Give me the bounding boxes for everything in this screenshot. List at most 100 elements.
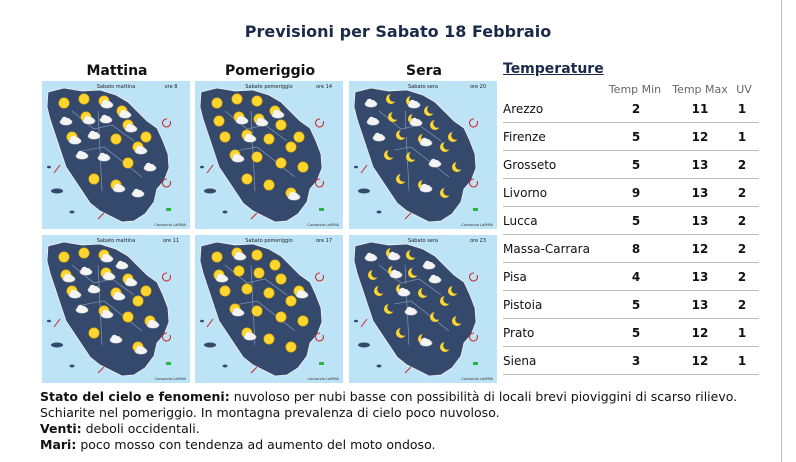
moon-icon (406, 151, 418, 162)
sun-icon (285, 141, 297, 153)
cloud-icon (109, 334, 123, 344)
column-header-mattina: Mattina (86, 63, 148, 79)
map-hour: ore 23 (470, 238, 486, 244)
map-hour: ore 8 (165, 84, 178, 90)
sun-icon (285, 341, 297, 353)
sun-icon (251, 249, 263, 261)
city-name: Firenze (503, 130, 546, 144)
cloud-icon (115, 260, 129, 270)
cloud-icon (428, 274, 442, 284)
city-name: Livorno (503, 186, 548, 200)
cloud-icon (131, 188, 145, 198)
cloud-sun-icon (253, 113, 269, 127)
cloud-sun-icon (293, 285, 309, 299)
sun-icon (140, 131, 152, 143)
map-sera-1[interactable]: Sabato sera ore 20 Consorzio LaMMA (349, 81, 497, 229)
moon-icon (396, 327, 408, 338)
cloud-sun-icon (229, 303, 245, 317)
cloud-sun-icon (122, 119, 138, 133)
sun-icon (58, 97, 70, 109)
cloud-icon (97, 152, 111, 162)
toscana-map: Sabato pomeriggio ore 14 Consorzio LaMMA (195, 81, 343, 229)
cloud-moon-icon (406, 95, 421, 109)
map-credit: Consorzio LaMMA (461, 377, 493, 381)
map-mattina-2[interactable]: Sabato mattina ore 11 Consorzio LaMMA (42, 235, 190, 383)
cloud-icon (87, 130, 101, 140)
page-title: Previsioni per Sabato 18 Febbraio (244, 22, 552, 41)
sea-line: Mari: poco mosso con tendenza ad aumento… (40, 437, 775, 453)
table-row: Lucca 5 13 2 (503, 207, 759, 235)
cloud-sun-icon (241, 327, 257, 341)
cloud-sun-icon (285, 187, 301, 201)
sun-icon (88, 173, 100, 185)
moon-icon (408, 267, 420, 278)
toscana-map: Sabato mattina ore 8 Consorzio LaMMA (42, 81, 190, 229)
cloud-sun-icon (98, 95, 114, 109)
moon-icon (368, 269, 380, 280)
sun-icon (269, 259, 281, 271)
cloud-sun-icon (66, 285, 82, 299)
sea-text: poco mosso con tendenza ad aumento del m… (80, 437, 436, 452)
cloud-icon (364, 98, 378, 108)
temp-min-value: 4 (631, 270, 641, 284)
cloud-sun-icon (231, 247, 247, 261)
cloud-sun-icon (98, 249, 114, 263)
sun-icon (219, 285, 231, 297)
cloud-moon-icon (418, 179, 433, 193)
sun-icon (140, 285, 152, 297)
sun-icon (110, 133, 122, 145)
city-name: Lucca (503, 214, 538, 228)
moon-icon (418, 287, 430, 298)
sun-icon (132, 295, 144, 307)
temp-max-value: 13 (691, 158, 709, 172)
map-credit: Consorzio LaMMA (154, 377, 186, 381)
map-label: Sabato mattina (97, 84, 136, 90)
cloud-moon-icon (418, 333, 433, 347)
cloud-sun-icon (110, 179, 126, 193)
forecast-text: Stato del cielo e fenomeni: nuvoloso per… (40, 389, 775, 453)
cloud-sun-icon (110, 287, 126, 301)
moon-icon (406, 249, 418, 260)
sun-icon (219, 131, 231, 143)
right-border (781, 0, 782, 462)
temp-max-value: 13 (691, 270, 709, 284)
moon-icon (384, 303, 396, 314)
map-mattina-1[interactable]: Sabato mattina ore 8 Consorzio LaMMA (42, 81, 190, 229)
wind-text: deboli occidentali. (85, 421, 200, 436)
temp-max-value: 12 (691, 326, 709, 340)
temp-max-value: 13 (691, 298, 709, 312)
uv-value: 1 (737, 102, 747, 116)
header-temp-max: Temp Max (672, 83, 728, 96)
cloud-moon-icon (386, 247, 401, 261)
map-pomeriggio-2[interactable]: Sabato pomeriggio ore 17 Consorzio LaMMA (195, 235, 343, 383)
uv-value: 2 (737, 270, 747, 284)
temp-min-value: 8 (631, 242, 641, 256)
temp-min-value: 9 (631, 186, 641, 200)
temp-min-value: 3 (631, 354, 641, 368)
moon-icon (440, 295, 452, 306)
cloud-sun-icon (66, 131, 82, 145)
cloud-sun-icon (269, 105, 285, 119)
cloud-sun-icon (122, 273, 138, 287)
uv-value: 1 (737, 326, 747, 340)
map-pomeriggio-1[interactable]: Sabato pomeriggio ore 14 Consorzio LaMMA (195, 81, 343, 229)
sun-icon (211, 251, 223, 263)
sun-icon (297, 161, 309, 173)
cloud-icon (99, 114, 113, 124)
uv-value: 1 (737, 354, 747, 368)
moon-icon (386, 93, 398, 104)
table-row: Livorno 9 13 2 (503, 179, 759, 207)
sun-icon (275, 311, 287, 323)
sun-icon (211, 97, 223, 109)
table-row: Siena 3 12 1 (503, 347, 759, 375)
table-row: Pisa 4 13 2 (503, 263, 759, 291)
cloud-sun-icon (98, 305, 114, 319)
moon-icon (424, 105, 436, 116)
sun-icon (251, 151, 263, 163)
sun-icon (297, 315, 309, 327)
map-label: Sabato sera (408, 84, 438, 90)
sun-icon (233, 265, 245, 277)
sun-icon (213, 115, 225, 127)
map-sera-2[interactable]: Sabato sera ore 23 Consorzio LaMMA (349, 235, 497, 383)
